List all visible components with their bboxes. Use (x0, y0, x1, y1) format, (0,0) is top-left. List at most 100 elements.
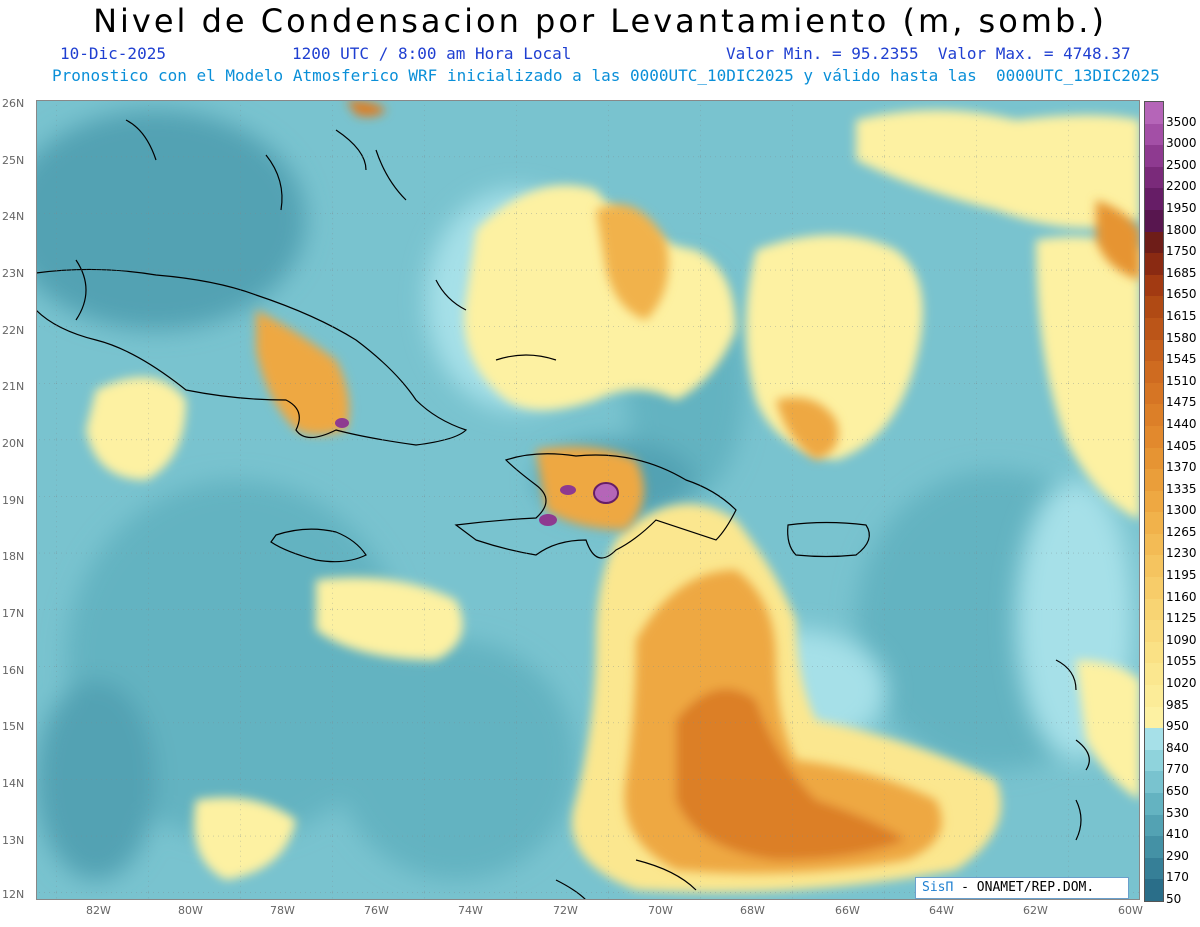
colorbar-tick: 1545 (1166, 352, 1197, 367)
lat-label: 23N (2, 267, 25, 280)
lon-label: 60W (1118, 904, 1143, 917)
colorbar-tick: 1195 (1166, 568, 1197, 583)
colorbar-segment (1145, 620, 1163, 643)
value-range: Valor Min. = 95.2355 Valor Max. = 4748.3… (726, 44, 1131, 63)
colorbar-tick: 1125 (1166, 611, 1197, 626)
colorbar-segment (1145, 404, 1163, 427)
colorbar-segment (1145, 728, 1163, 751)
sispi-logo: SisΠ (922, 880, 954, 895)
credit-text: - ONAMET/REP.DOM. (961, 880, 1095, 895)
colorbar-tick: 1335 (1166, 481, 1197, 496)
colorbar-segment (1145, 490, 1163, 513)
lat-label: 12N (2, 888, 25, 901)
lat-label: 15N (2, 720, 25, 733)
colorbar-segment (1145, 231, 1163, 254)
colorbar-segment (1145, 447, 1163, 470)
colorbar-segment (1145, 123, 1163, 146)
lat-label: 25N (2, 154, 25, 167)
colorbar-tick: 985 (1166, 697, 1189, 712)
colorbar-tick: 1300 (1166, 503, 1197, 518)
lon-label: 66W (835, 904, 860, 917)
colorbar-segment (1145, 166, 1163, 189)
colorbar-segment (1145, 706, 1163, 729)
colorbar-segment (1145, 663, 1163, 686)
lat-label: 24N (2, 210, 25, 223)
colorbar-tick: 1230 (1166, 546, 1197, 561)
colorbar-tick: 1510 (1166, 373, 1197, 388)
colorbar-tick: 410 (1166, 827, 1189, 842)
colorbar-segment (1145, 836, 1163, 859)
lon-label: 78W (270, 904, 295, 917)
colorbar-segment (1145, 512, 1163, 535)
lon-label: 82W (86, 904, 111, 917)
colorbar-segment (1145, 253, 1163, 276)
colorbar-tick: 1440 (1166, 416, 1197, 431)
colorbar-tick: 1685 (1166, 265, 1197, 280)
colorbar-tick: 1580 (1166, 330, 1197, 345)
colorbar-tick: 1055 (1166, 654, 1197, 669)
colorbar-segment (1145, 296, 1163, 319)
forecast-date: 10-Dic-2025 (60, 44, 166, 63)
lat-label: 20N (2, 437, 25, 450)
lat-label: 14N (2, 777, 25, 790)
lat-label: 18N (2, 550, 25, 563)
colorbar-segment (1145, 814, 1163, 837)
colorbar-tick: 290 (1166, 848, 1189, 863)
colorbar-tick: 1650 (1166, 287, 1197, 302)
colorbar-tick: 1615 (1166, 308, 1197, 323)
colorbar-tick: 1090 (1166, 632, 1197, 647)
colorbar-segment (1145, 382, 1163, 405)
colorbar-tick: 1475 (1166, 395, 1197, 410)
lon-label: 70W (648, 904, 673, 917)
colorbar (1144, 101, 1164, 902)
colorbar-segment (1145, 771, 1163, 794)
colorbar-segment (1145, 749, 1163, 772)
colorbar-tick: 170 (1166, 870, 1189, 885)
colorbar-tick: 1265 (1166, 524, 1197, 539)
colorbar-tick: 530 (1166, 805, 1189, 820)
colorbar-segment (1145, 209, 1163, 233)
colorbar-tick: 50 (1166, 892, 1182, 906)
colorbar-segment (1145, 102, 1163, 125)
colorbar-tick: 770 (1166, 762, 1189, 777)
colorbar-segment (1145, 598, 1163, 621)
lon-label: 72W (553, 904, 578, 917)
colorbar-segment (1145, 555, 1163, 578)
colorbar-tick: 1405 (1166, 438, 1197, 453)
lon-label: 76W (364, 904, 389, 917)
colorbar-segment (1145, 361, 1163, 384)
colorbar-segment (1145, 879, 1163, 902)
colorbar-segment (1145, 469, 1163, 492)
colorbar-segment (1145, 641, 1163, 664)
colorbar-segment (1145, 317, 1163, 341)
colorbar-tick: 1020 (1166, 676, 1197, 691)
lon-label: 68W (740, 904, 765, 917)
lat-label: 19N (2, 494, 25, 507)
colorbar-segment (1145, 577, 1163, 600)
colorbar-tick: 950 (1166, 719, 1189, 734)
lat-label: 13N (2, 834, 25, 847)
colorbar-segment (1145, 188, 1163, 211)
lon-label: 62W (1023, 904, 1048, 917)
colorbar-tick: 3500 (1166, 114, 1197, 129)
colorbar-segment (1145, 274, 1163, 297)
colorbar-segment (1145, 685, 1163, 708)
colorbar-tick: 3000 (1166, 136, 1197, 151)
colorbar-tick: 1750 (1166, 244, 1197, 259)
colorbar-tick: 840 (1166, 740, 1189, 755)
map-title: Nivel de Condensacion por Levantamiento … (93, 2, 1107, 40)
lon-label: 74W (458, 904, 483, 917)
lat-label: 21N (2, 380, 25, 393)
lcl-map (36, 100, 1140, 900)
lat-label: 22N (2, 324, 25, 337)
lon-label: 64W (929, 904, 954, 917)
lat-label: 26N (2, 97, 25, 110)
colorbar-tick: 1160 (1166, 589, 1197, 604)
colorbar-segment (1145, 425, 1163, 448)
colorbar-tick: 1950 (1166, 200, 1197, 215)
colorbar-segment (1145, 145, 1163, 168)
colorbar-segment (1145, 533, 1163, 556)
lat-label: 17N (2, 607, 25, 620)
credit-box: SisΠ - ONAMET/REP.DOM. (915, 877, 1129, 899)
forecast-time: 1200 UTC / 8:00 am Hora Local (292, 44, 572, 63)
